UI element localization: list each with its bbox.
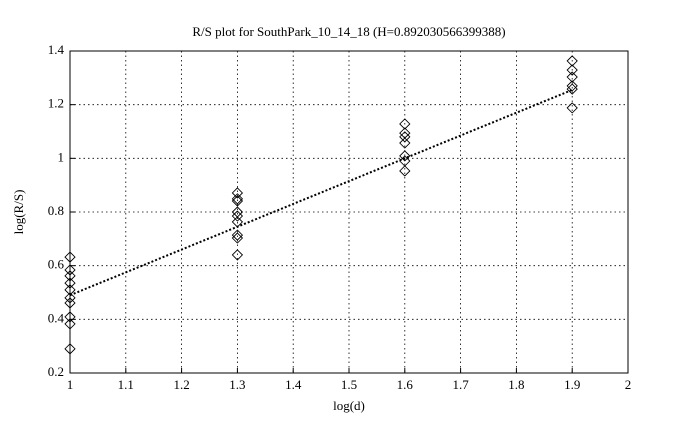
point [231,229,244,241]
point [399,150,411,162]
y-tick-label: 0.4 [48,310,65,325]
point [399,165,411,177]
x-tick-label: 1.6 [397,377,414,392]
x-tick-label: 1.9 [564,377,580,392]
x-tick-label: 1.8 [508,377,524,392]
x-axis-label: log(d) [333,398,365,413]
point [399,118,411,130]
point [64,277,76,289]
y-tick-label: 0.6 [48,257,65,272]
point [566,83,578,95]
x-tick-label: 1.4 [285,377,302,392]
x-tick-label: 1.5 [341,377,357,392]
point [566,55,578,67]
point [566,64,578,76]
point [231,210,244,222]
point [231,193,244,205]
x-tick-label: 1.2 [173,377,189,392]
x-tick-label: 1.7 [452,377,469,392]
x-tick-label: 1 [67,377,74,392]
point [64,292,76,304]
x-tick-label: 2 [625,377,632,392]
y-axis-label: log(R/S) [11,190,26,235]
point [64,264,76,276]
x-tick-label: 1.3 [229,377,245,392]
point [231,249,244,261]
point [231,195,244,207]
fit-line [69,88,573,297]
point [566,71,578,83]
point [64,311,76,323]
y-tick-label: 0.2 [48,364,64,379]
point [64,251,76,263]
x-tick-label: 1.1 [118,377,134,392]
y-tick-label: 1 [58,149,65,164]
point [399,131,411,143]
y-tick-label: 1.4 [48,42,65,57]
point [64,297,76,309]
point [64,270,76,282]
point [64,343,76,355]
point [231,232,244,244]
point [231,187,244,199]
y-tick-label: 1.2 [48,96,64,111]
point [64,318,76,330]
plot-frame [69,50,629,374]
y-tick-label: 0.8 [48,203,64,218]
point [566,80,578,92]
point [566,102,578,114]
point [399,137,411,149]
chart-title: R/S plot for SouthPark_10_14_18 (H=0.892… [192,24,505,39]
